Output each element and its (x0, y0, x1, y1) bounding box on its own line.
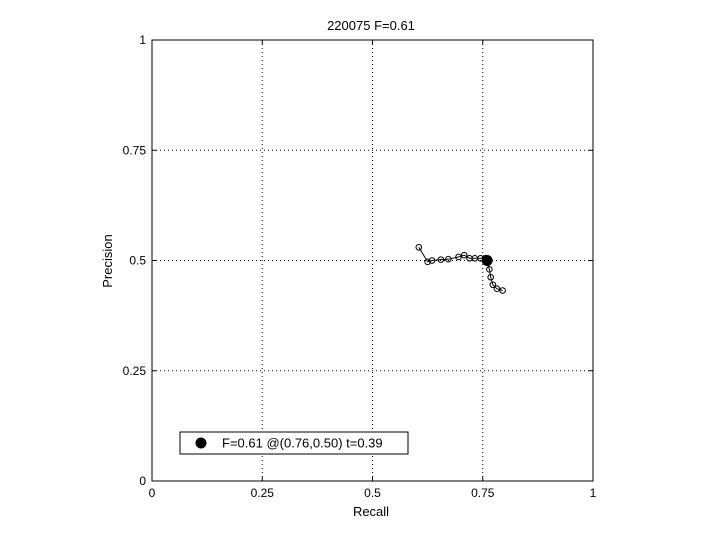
data-point (415, 243, 423, 251)
x-tick-label: 0.5 (364, 486, 381, 500)
x-tick-label: 1 (590, 486, 597, 500)
x-tick-label: 0 (149, 486, 156, 500)
data-point (445, 255, 452, 263)
data-point (493, 285, 501, 293)
data-point (424, 258, 431, 266)
data-point (486, 266, 493, 273)
data-point (487, 273, 494, 281)
legend-marker (195, 437, 207, 449)
legend-box (179, 431, 409, 455)
y-tick-label: 0 (139, 474, 146, 488)
best-f-point (481, 255, 493, 266)
y-tick-label: 0.75 (123, 143, 147, 157)
y-axis-title: Precision (100, 234, 115, 287)
y-tick-label: 1 (139, 33, 146, 47)
data-point (428, 257, 436, 264)
x-tick-label: 0.75 (471, 486, 495, 500)
data-point (489, 281, 497, 289)
chart-title: 220075 F=0.61 (327, 18, 415, 33)
grid-lines (152, 40, 593, 481)
legend-label: F=0.61 @(0.76,0.50) t=0.39 (222, 436, 383, 451)
series-layer (415, 243, 506, 294)
data-point (455, 253, 462, 261)
tick-labels: 0 0.25 0.5 0.75 1 0 0.25 0.5 0.75 1 (123, 33, 597, 500)
data-point (437, 256, 445, 263)
x-axis-title: Recall (353, 504, 389, 519)
y-tick-label: 0.5 (129, 254, 146, 268)
x-tick-label: 0.25 (251, 486, 275, 500)
data-point (460, 251, 468, 259)
axis-ticks (151, 39, 594, 482)
data-point (499, 287, 506, 294)
legend: F=0.61 @(0.76,0.50) t=0.39 (179, 431, 409, 455)
y-tick-label: 0.25 (123, 364, 147, 378)
